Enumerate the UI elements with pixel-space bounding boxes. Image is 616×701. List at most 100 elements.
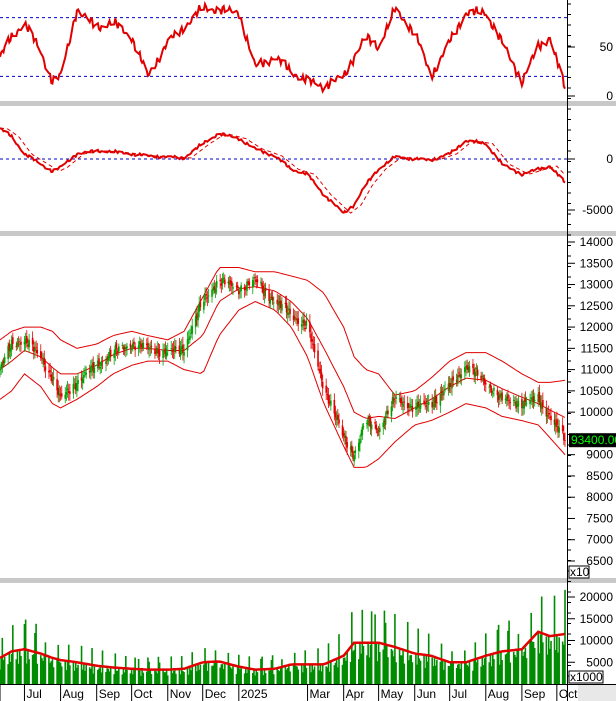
candle (129, 340, 132, 354)
candle (204, 287, 206, 306)
volume-bar (464, 650, 466, 684)
volume-bar (334, 662, 337, 684)
candle (402, 397, 404, 414)
candle (245, 285, 247, 296)
candle-body (231, 281, 233, 287)
volume-bar (419, 660, 422, 684)
volume-bar (155, 671, 157, 684)
candle-body (198, 303, 201, 312)
candle (88, 364, 91, 379)
candle-body (368, 416, 371, 419)
candle (383, 416, 386, 430)
candle (360, 429, 362, 444)
candle-body (411, 406, 414, 412)
candle-body (3, 356, 6, 363)
volume-bar (286, 667, 289, 684)
candle (297, 310, 300, 332)
candle (434, 388, 437, 408)
candle (39, 344, 42, 361)
volume-bar (546, 654, 549, 684)
candle (239, 286, 241, 299)
volume-bar (425, 655, 428, 684)
price-tick-label: 8000 (586, 490, 613, 504)
candle (353, 450, 355, 466)
volume-bar (431, 657, 433, 684)
volume-bar (187, 674, 190, 684)
candle (34, 341, 36, 359)
volume-bar (481, 656, 484, 684)
volume-bar (341, 664, 344, 684)
price-tick-label: 12500 (580, 299, 614, 313)
volume-bar (304, 650, 307, 684)
candle (1, 359, 4, 373)
volume-bar (289, 671, 291, 684)
candle-body (508, 399, 510, 402)
candle-body (515, 401, 517, 409)
volume-bar (99, 667, 101, 684)
candle (8, 339, 11, 358)
candle (149, 341, 152, 357)
panel-separator (0, 101, 616, 106)
candle-body (433, 397, 436, 408)
candle (384, 411, 387, 431)
candle-body (374, 422, 376, 424)
candle-body (263, 288, 266, 296)
candle-body (358, 442, 360, 451)
volume-bar (532, 641, 535, 684)
x-tick-label: Sep (524, 687, 546, 701)
candle-body (34, 348, 36, 351)
volume-bar (333, 665, 336, 684)
candle (344, 430, 346, 445)
candle-body (563, 433, 565, 441)
volume-bar (129, 673, 132, 684)
candle-body (52, 376, 55, 380)
volume-bar (51, 659, 54, 684)
volume-bar (523, 651, 526, 684)
candle-body (247, 281, 249, 284)
volume-bar (240, 667, 242, 684)
candle (271, 291, 274, 305)
candle-body (335, 416, 338, 420)
volume-bar (459, 668, 461, 684)
candle-body (537, 394, 540, 403)
volume-bar (19, 651, 21, 684)
candle-body (92, 362, 94, 372)
volume-bar (165, 670, 168, 684)
candle-body (105, 360, 107, 364)
candle (35, 340, 37, 354)
candle (426, 395, 429, 412)
candle (545, 400, 548, 425)
candle (83, 368, 85, 384)
candle (516, 398, 519, 413)
candle-body (507, 394, 509, 399)
candle (515, 395, 517, 412)
candle (113, 349, 115, 365)
candle (425, 398, 428, 414)
candle (100, 356, 103, 374)
candle-body (529, 400, 531, 404)
candle-body (352, 451, 354, 459)
x-tick-label: Aug (488, 687, 509, 701)
candle (406, 396, 409, 416)
candle-body (221, 278, 224, 284)
candle (229, 276, 232, 292)
candle (187, 330, 190, 345)
candle (138, 336, 141, 353)
candle (514, 396, 516, 407)
candle (20, 336, 22, 353)
candle-body (228, 280, 231, 285)
candle-body (500, 394, 502, 396)
candle-body (114, 345, 117, 354)
candle-body (7, 345, 9, 360)
candle-body (8, 343, 11, 351)
volume-bar (455, 668, 458, 684)
candle (399, 391, 402, 407)
volume-bar (12, 625, 14, 684)
candle-body (272, 302, 275, 304)
x-tick-label: Jul (26, 687, 41, 701)
volume-bar (118, 668, 120, 684)
candle (561, 417, 564, 434)
candle-body (81, 378, 84, 383)
candle (313, 336, 316, 359)
